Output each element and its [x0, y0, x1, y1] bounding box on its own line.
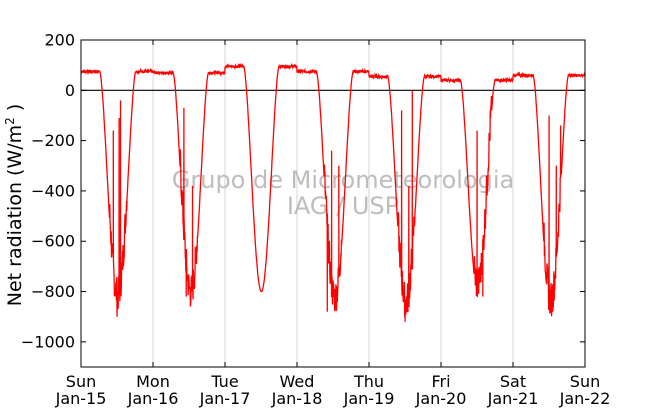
- x-tick-label-day: Tue: [210, 372, 238, 391]
- x-tick-label-day: Thu: [353, 372, 384, 391]
- y-axis-label-tail: ): [4, 104, 26, 117]
- x-tick-label-date: Jan-19: [343, 389, 395, 408]
- y-tick-label: −400: [31, 181, 75, 200]
- x-axis-ticks: SunJan-15MonJan-16TueJan-17WedJan-18ThuJ…: [55, 40, 611, 408]
- y-tick-label: 200: [44, 31, 75, 50]
- x-tick-label-date: Jan-18: [271, 389, 323, 408]
- x-tick-label-date: Jan-17: [199, 389, 251, 408]
- x-tick-label-day: Fri: [431, 372, 450, 391]
- watermark: Grupo de Micrometeorologia IAG / USP: [172, 166, 514, 220]
- x-tick-label-day: Mon: [136, 372, 170, 391]
- plot-frame: [80, 39, 586, 368]
- x-tick-label-day: Sat: [500, 372, 526, 391]
- y-tick-label: −600: [31, 232, 75, 251]
- y-tick-label: −200: [31, 131, 75, 150]
- y-tick-label: −1000: [21, 332, 75, 351]
- x-tick-label-date: Jan-22: [559, 389, 611, 408]
- vertical-gridlines: [152, 40, 514, 367]
- y-tick-label: −800: [31, 282, 75, 301]
- y-tick-label: 0: [65, 81, 75, 100]
- y-axis-ticks: 200 0 −200 −400 −600 −800 −1000: [21, 31, 585, 351]
- y-axis-label-superscript: 2: [3, 117, 17, 125]
- x-tick-label-day: Sun: [66, 372, 96, 391]
- net-radiation-series-line: [80, 62, 586, 322]
- y-axis-label-main: Net radiation (W/m: [4, 125, 26, 306]
- x-tick-label-day: Wed: [280, 372, 315, 391]
- x-tick-label-date: Jan-15: [55, 389, 107, 408]
- x-tick-label-date: Jan-21: [487, 389, 539, 408]
- watermark-line-1: Grupo de Micrometeorologia: [172, 166, 514, 194]
- y-axis-label: Net radiation (W/m2 ): [3, 104, 26, 306]
- x-tick-label-date: Jan-16: [127, 389, 179, 408]
- x-tick-label-day: Sun: [570, 372, 600, 391]
- x-tick-label-date: Jan-20: [415, 389, 467, 408]
